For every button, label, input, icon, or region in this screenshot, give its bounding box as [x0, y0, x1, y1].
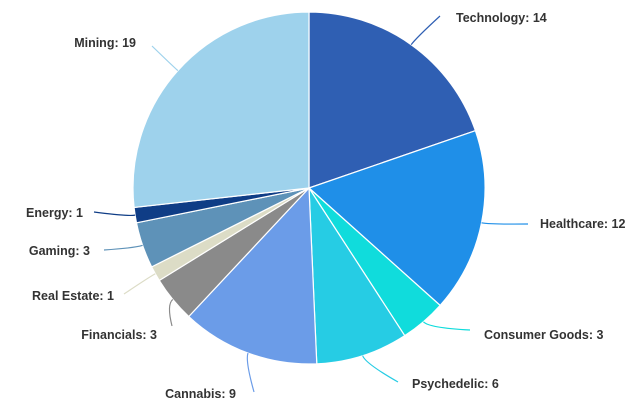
pie-slices: [132, 11, 486, 365]
slice-label-healthcare: Healthcare: 12: [540, 217, 626, 231]
leader-line-cannabis: [246, 352, 255, 393]
slice-label-psychedelic: Psychedelic: 6: [412, 377, 499, 391]
leader-line-consumer-goods: [422, 321, 471, 331]
pie-slice-healthcare: [307, 129, 486, 307]
leader-line-mining: [151, 45, 179, 72]
leader-line-psychedelic: [362, 355, 399, 383]
pie-slice-psychedelic: [308, 185, 406, 365]
leader-line-real-estate: [123, 273, 156, 295]
leader-line-technology: [410, 15, 441, 46]
pie-labels: Technology: 14 Healthcare: 12 Consumer Goo…: [26, 11, 625, 401]
slice-label-consumer-goods: Consumer Goods: 3: [484, 328, 604, 342]
slice-label-mining: Mining: 19: [74, 36, 136, 50]
slice-label-energy: Energy: 1: [26, 206, 83, 220]
slice-label-cannabis: Cannabis: 9: [165, 387, 236, 401]
leader-line-energy: [93, 211, 136, 217]
pie-slice-technology: [308, 11, 477, 189]
slice-label-gaming: Gaming: 3: [29, 244, 90, 258]
leader-line-financials: [168, 299, 174, 327]
pie-slice-cannabis: [187, 186, 318, 365]
leader-line-gaming: [103, 244, 143, 251]
leader-line-healthcare: [481, 222, 529, 225]
slice-label-financials: Financials: 3: [81, 328, 157, 342]
slice-label-real-estate: Real Estate: 1: [32, 289, 114, 303]
slice-label-technology: Technology: 14: [456, 11, 547, 25]
pie-slice-mining: [132, 11, 310, 209]
pie-leader-lines: [93, 15, 529, 393]
